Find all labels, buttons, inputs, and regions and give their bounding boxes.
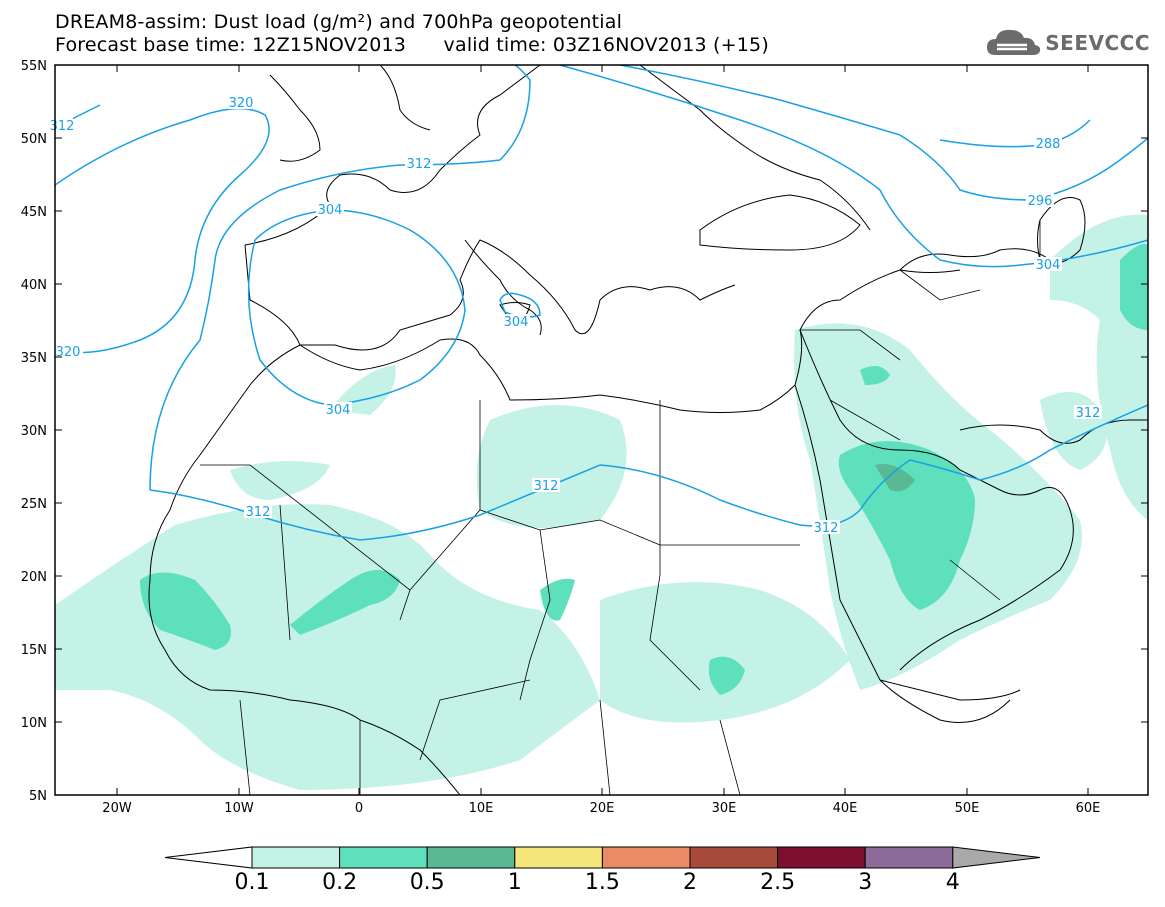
- colorbar-label: 2: [683, 870, 697, 895]
- dust-area-chad-sudan: [600, 582, 850, 723]
- lat-label: 15N: [21, 643, 47, 658]
- colorbar-label: 4: [945, 870, 960, 895]
- lat-label: 55N: [21, 59, 47, 74]
- logo-text: SEEVCCC: [1045, 31, 1150, 55]
- contour-label: 304: [1036, 258, 1061, 273]
- map-title: DREAM8-assim: Dust load (g/m²) and 700hP…: [55, 11, 623, 33]
- lat-label: 25N: [21, 497, 47, 512]
- colorbar-label: 0.1: [234, 870, 270, 895]
- lat-label: 10N: [21, 716, 47, 731]
- latitude-labels: 55N 50N 45N 40N 35N 30N 25N 20N 15N 10N …: [21, 59, 47, 804]
- contour-label: 320: [56, 345, 81, 360]
- contour-label: 312: [407, 157, 432, 172]
- lat-label: 5N: [29, 789, 47, 804]
- colorbar-label: 0.5: [409, 870, 445, 895]
- dust-area-west-africa: [55, 504, 600, 790]
- contour-label: 312: [814, 521, 839, 536]
- contour-label: 320: [229, 96, 254, 111]
- contour-label: 296: [1028, 194, 1053, 209]
- cloud-icon: [987, 29, 1041, 55]
- lat-label: 40N: [21, 278, 47, 293]
- lat-label: 45N: [21, 205, 47, 220]
- colorbar-segment: [689, 846, 779, 869]
- dust-area-caspian: [1120, 244, 1148, 330]
- dust-area-darfur: [708, 656, 745, 695]
- country-borders: [200, 220, 1041, 795]
- colorbar-segment: [514, 846, 603, 869]
- dust-area-algeria-strip: [230, 461, 330, 500]
- colorbar-max-arrow: [952, 846, 1041, 869]
- contour-label: 312: [1076, 406, 1101, 421]
- colorbar: [164, 846, 1041, 869]
- lon-label: 30E: [712, 801, 737, 816]
- lat-label: 50N: [21, 132, 47, 147]
- contour-label: 312: [50, 119, 75, 134]
- colorbar-label: 0.2: [322, 870, 358, 895]
- colorbar-label: 2.5: [760, 870, 796, 895]
- lon-label: 0: [355, 801, 363, 816]
- contour-label: 304: [326, 403, 351, 418]
- seevccc-logo: SEEVCCC: [987, 27, 1150, 59]
- dust-area-mali: [290, 570, 400, 635]
- dust-area-iraq: [860, 366, 890, 385]
- lon-label: 40E: [833, 801, 858, 816]
- dust-area-saudi-core: [838, 441, 975, 610]
- contour-labels: 320 312 312 304 304 304 320 312 312 312 …: [50, 95, 1102, 536]
- contour-label: 312: [534, 479, 559, 494]
- lon-label: 60E: [1076, 801, 1101, 816]
- colorbar-segment: [777, 846, 866, 869]
- colorbar-label: 1: [507, 870, 522, 895]
- longitude-labels: 20W 10W 0 10E 20E 30E 40E 50E 60E: [102, 801, 1100, 816]
- colorbar-label: 3: [858, 870, 873, 895]
- contour-label: 312: [246, 505, 271, 520]
- colorbar-segment: [864, 846, 954, 869]
- lon-label: 50E: [955, 801, 980, 816]
- lat-label: 20N: [21, 570, 47, 585]
- map-subtitle: Forecast base time: 12Z15NOV2013 valid t…: [55, 34, 769, 56]
- dust-load-fill: [55, 214, 1148, 790]
- lat-label: 30N: [21, 424, 47, 439]
- lat-label: 35N: [21, 351, 47, 366]
- colorbar-segment: [251, 846, 341, 869]
- colorbar-segment: [426, 846, 516, 869]
- dust-area-iran: [1040, 392, 1107, 470]
- contour-label: 304: [318, 203, 343, 218]
- contour-label: 304: [504, 315, 529, 330]
- lon-label: 20W: [102, 801, 132, 816]
- lon-label: 10E: [469, 801, 494, 816]
- axis-ticks: [55, 64, 1148, 796]
- dust-area-saudi-peak: [875, 464, 915, 492]
- dust-area-mauritania: [140, 572, 231, 650]
- colorbar-segment: [339, 846, 428, 869]
- contour-label: 288: [1036, 137, 1061, 152]
- colorbar-min-arrow: [164, 846, 253, 869]
- colorbar-segment: [601, 846, 691, 869]
- colorbar-label: 1.5: [584, 870, 620, 895]
- lon-label: 20E: [590, 801, 615, 816]
- lon-label: 10W: [224, 801, 254, 816]
- dust-area-sahara-north: [476, 405, 627, 528]
